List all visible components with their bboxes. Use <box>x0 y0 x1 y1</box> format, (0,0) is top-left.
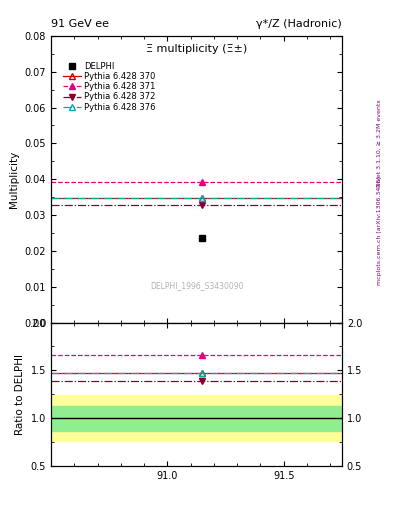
Text: γ*/Z (Hadronic): γ*/Z (Hadronic) <box>256 18 342 29</box>
Bar <box>51 406 342 431</box>
Bar <box>51 395 342 441</box>
Text: Ξ multiplicity (Ξ±): Ξ multiplicity (Ξ±) <box>146 45 247 54</box>
Text: DELPHI_1996_S3430090: DELPHI_1996_S3430090 <box>150 281 243 290</box>
Text: 91 GeV ee: 91 GeV ee <box>51 18 109 29</box>
Text: mcplots.cern.ch [arXiv:1306.3436]: mcplots.cern.ch [arXiv:1306.3436] <box>377 176 382 285</box>
Legend: DELPHI, Pythia 6.428 370, Pythia 6.428 371, Pythia 6.428 372, Pythia 6.428 376: DELPHI, Pythia 6.428 370, Pythia 6.428 3… <box>61 60 158 114</box>
Y-axis label: Multiplicity: Multiplicity <box>9 151 19 208</box>
Y-axis label: Ratio to DELPHI: Ratio to DELPHI <box>15 354 25 435</box>
Text: Rivet 3.1.10, ≥ 3.2M events: Rivet 3.1.10, ≥ 3.2M events <box>377 99 382 187</box>
